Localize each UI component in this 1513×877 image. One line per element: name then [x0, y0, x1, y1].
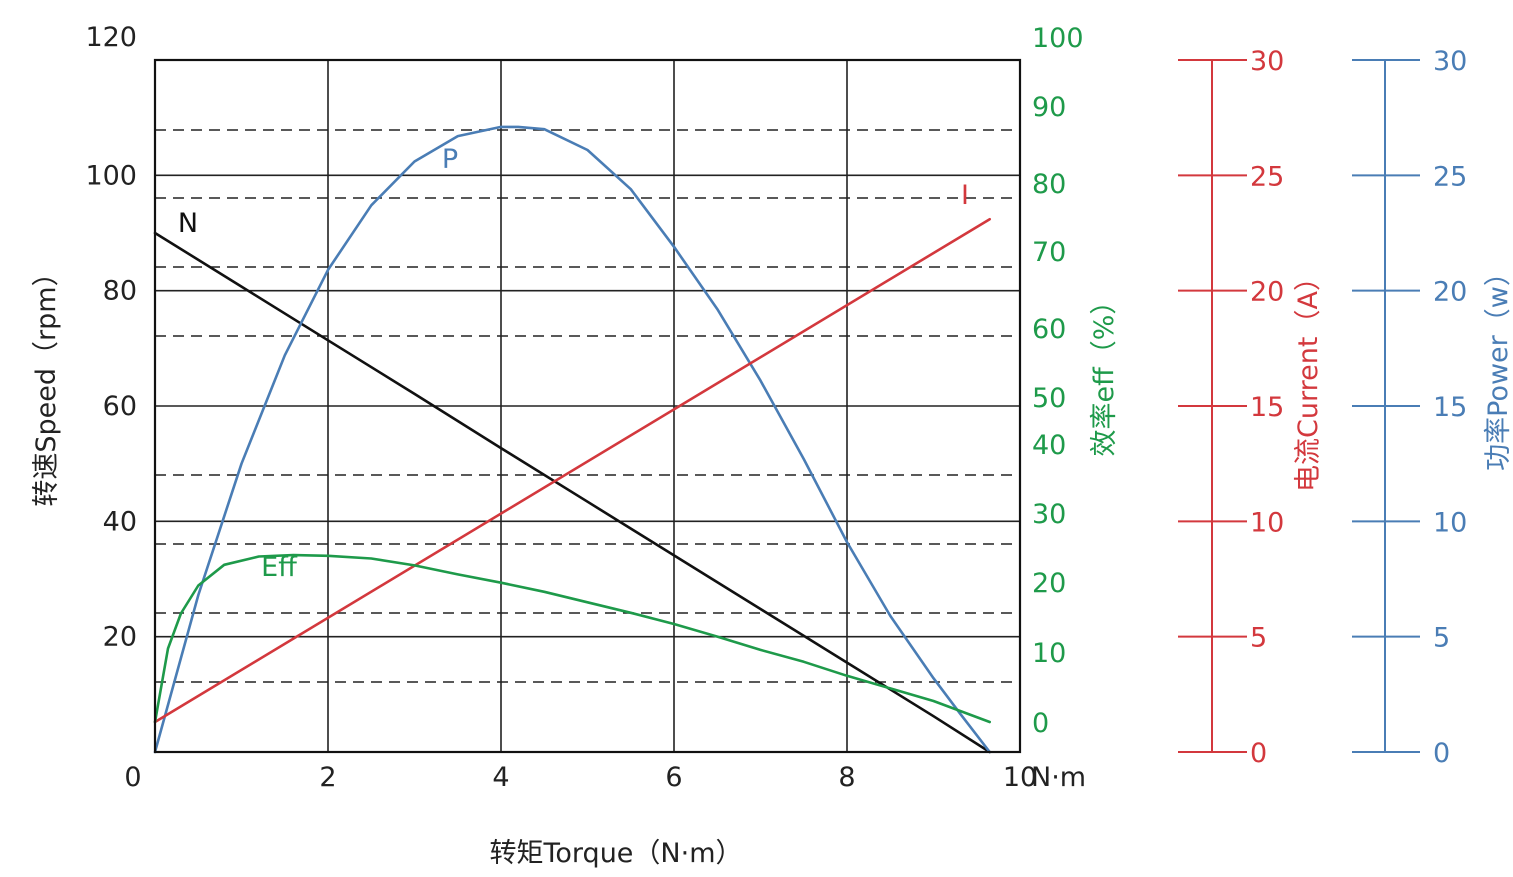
power-tick-label: 15: [1433, 392, 1467, 423]
power-axis-title: 功率Power（w）: [1483, 259, 1513, 471]
series-line-eff: [153, 553, 992, 724]
series-label-p: P: [442, 144, 458, 175]
eff-tick-label: 10: [1032, 638, 1066, 669]
x-axis-unit: N·m: [1031, 762, 1086, 793]
speed-tick-label: 80: [103, 276, 137, 307]
current-tick-label: 30: [1250, 46, 1284, 77]
speed-tick-label: 100: [85, 160, 137, 191]
x-tick-label: 4: [492, 762, 509, 793]
power-tick-label: 5: [1433, 623, 1450, 654]
plot-border: [153, 58, 1022, 754]
eff-tick-label: 80: [1032, 169, 1066, 200]
current-tick-label: 20: [1250, 277, 1284, 308]
series-line-p: [153, 125, 992, 754]
plot-frame: [153, 58, 1022, 754]
x-tick-label: 6: [665, 762, 682, 793]
eff-tick-label: 0: [1032, 708, 1049, 739]
eff-tick-label: 40: [1032, 430, 1066, 461]
eff-tick-label: 30: [1032, 499, 1066, 530]
eff-tick-label: 60: [1032, 314, 1066, 345]
grid: [155, 60, 1020, 752]
speed-axis-title: 转速Speed（rpm）: [31, 259, 62, 506]
speed-tick-label: 20: [103, 622, 137, 653]
speed-tick-label: 60: [103, 391, 137, 422]
eff-tick-label: 70: [1032, 237, 1066, 268]
speed-tick-label: 40: [103, 506, 137, 537]
series-line-n: [153, 231, 992, 754]
eff-axis-title: 效率eff（%）: [1089, 288, 1120, 457]
x-tick-label: 0: [124, 762, 141, 793]
current-tick-label: 15: [1250, 392, 1284, 423]
x-tick-label: 2: [319, 762, 336, 793]
current-tick-label: 25: [1250, 161, 1284, 192]
eff-tick-label: 100: [1032, 23, 1084, 54]
current-axis-title: 电流Current（A）: [1293, 264, 1324, 492]
power-tick-label: 10: [1433, 507, 1467, 538]
series-label-n: N: [178, 208, 198, 239]
right-axes: 0 5 10 15 20 25 30 0 5 10 15 20 25 30: [1178, 46, 1467, 769]
series-line-i: [153, 217, 992, 724]
series-lines: [153, 125, 992, 754]
x-axis-title: 转矩Torque（N·m）: [490, 838, 743, 869]
power-tick-label: 30: [1433, 46, 1467, 77]
eff-tick-label: 90: [1032, 92, 1066, 123]
series-label-eff: Eff: [261, 552, 298, 583]
power-tick-label: 0: [1433, 738, 1450, 769]
current-tick-label: 5: [1250, 623, 1267, 654]
tick-labels: 0 2 4 6 8 10 20 40 60 80 100 120 0 10 20 30 40 50 60 70 80 90…: [85, 22, 1083, 793]
eff-tick-label: 20: [1032, 568, 1066, 599]
current-tick-label: 0: [1250, 738, 1267, 769]
series-label-i: I: [961, 180, 969, 211]
x-tick-label: 8: [838, 762, 855, 793]
power-tick-label: 25: [1433, 161, 1467, 192]
x-tick-label: 10: [1003, 762, 1037, 793]
power-tick-label: 20: [1433, 277, 1467, 308]
current-tick-label: 10: [1250, 507, 1284, 538]
eff-tick-label: 50: [1032, 383, 1066, 414]
speed-tick-label: 120: [85, 22, 137, 53]
